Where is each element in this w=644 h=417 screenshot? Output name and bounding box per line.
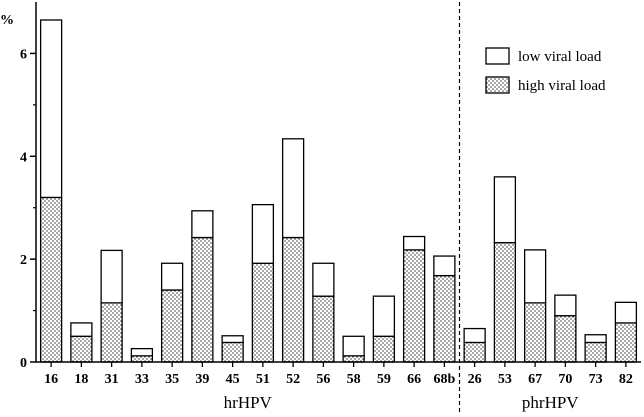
x-tick-label-68b: 68b bbox=[433, 372, 455, 387]
bar-68b-low-viral-load bbox=[433, 255, 456, 277]
bar-82-low-viral-load bbox=[614, 301, 638, 324]
bar-16-high-viral-load bbox=[39, 196, 63, 363]
bar-59-low-viral-load bbox=[372, 295, 396, 337]
x-tick-label-73: 73 bbox=[589, 372, 603, 387]
x-tick-label-53: 53 bbox=[498, 372, 512, 387]
bar-35-low-viral-load bbox=[160, 262, 184, 291]
bar-35-high-viral-load bbox=[160, 289, 184, 363]
bar-70-high-viral-load bbox=[554, 315, 577, 363]
bar-52-low-viral-load bbox=[281, 138, 305, 239]
bar-58-low-viral-load bbox=[342, 335, 365, 357]
bar-31-low-viral-load bbox=[100, 249, 123, 304]
bar-67-high-viral-load bbox=[523, 302, 547, 363]
bar-31-high-viral-load bbox=[100, 302, 123, 363]
x-tick-label-58: 58 bbox=[347, 372, 361, 387]
bar-70-low-viral-load bbox=[554, 294, 577, 317]
x-tick-label-45: 45 bbox=[226, 372, 240, 387]
group-label-hrhpv: hrHPV bbox=[224, 393, 273, 412]
bar-66-low-viral-load bbox=[402, 235, 426, 251]
bar-73-high-viral-load bbox=[584, 341, 607, 363]
bar-45-high-viral-load bbox=[221, 341, 244, 363]
bar-51-low-viral-load bbox=[251, 203, 275, 264]
legend-swatch-high-viral-load bbox=[485, 76, 510, 94]
bar-67-low-viral-load bbox=[523, 249, 547, 304]
group-label-phrhpv: phrHPV bbox=[522, 393, 579, 412]
bar-16-low-viral-load bbox=[39, 19, 63, 199]
x-tick-label-33: 33 bbox=[135, 372, 149, 387]
y-tick-label: 0 bbox=[20, 356, 27, 371]
legend: low viral load high viral load bbox=[485, 47, 606, 94]
bar-52-high-viral-load bbox=[281, 236, 305, 363]
bar-26-high-viral-load bbox=[463, 341, 486, 363]
x-tick-label-70: 70 bbox=[558, 372, 572, 387]
x-tick-label-59: 59 bbox=[377, 372, 391, 387]
y-tick-label: 6 bbox=[20, 47, 27, 62]
bar-82-high-viral-load bbox=[614, 322, 638, 363]
x-tick-label-18: 18 bbox=[74, 372, 88, 387]
x-tick-label-67: 67 bbox=[528, 372, 542, 387]
bar-26-low-viral-load bbox=[463, 327, 486, 344]
bar-39-high-viral-load bbox=[191, 236, 214, 363]
bar-33-high-viral-load bbox=[130, 355, 154, 363]
x-tick-label-51: 51 bbox=[256, 372, 270, 387]
bar-33-low-viral-load bbox=[130, 347, 154, 357]
x-tick-label-82: 82 bbox=[619, 372, 633, 387]
bar-18-high-viral-load bbox=[70, 335, 93, 363]
x-tick-label-31: 31 bbox=[105, 372, 119, 387]
bar-39-low-viral-load bbox=[191, 210, 214, 239]
legend-label-high-viral-load: high viral load bbox=[518, 78, 606, 94]
bar-53-low-viral-load bbox=[493, 176, 517, 244]
x-tick-label-66: 66 bbox=[407, 372, 421, 387]
bar-18-low-viral-load bbox=[70, 322, 93, 337]
y-axis: 0 2 4 6 bbox=[20, 2, 37, 371]
legend-swatch-low-viral-load bbox=[485, 47, 510, 65]
group-labels: hrHPV phrHPV bbox=[224, 393, 580, 412]
bar-56-high-viral-load bbox=[312, 295, 335, 363]
bar-68b-high-viral-load bbox=[433, 274, 456, 363]
x-axis: 16 18 31 33 35 39 45 51 52 56 58 59 66 68b 26 53 67 70 73 8… bbox=[36, 2, 641, 414]
y-axis-unit-label: % bbox=[0, 13, 14, 28]
bar-53-high-viral-load bbox=[493, 242, 517, 363]
x-tick-label-52: 52 bbox=[286, 372, 300, 387]
bar-45-low-viral-load bbox=[221, 335, 244, 344]
x-tick-label-39: 39 bbox=[195, 372, 209, 387]
bar-59-high-viral-load bbox=[372, 335, 396, 363]
bar-66-high-viral-load bbox=[402, 249, 426, 363]
bar-58-high-viral-load bbox=[342, 355, 365, 363]
x-tick-label-35: 35 bbox=[165, 372, 179, 387]
legend-label-low-viral-load: low viral load bbox=[518, 49, 602, 65]
x-tick-label-16: 16 bbox=[44, 372, 58, 387]
y-tick-label: 4 bbox=[20, 150, 27, 165]
bar-73-low-viral-load bbox=[584, 334, 607, 344]
x-tick-label-26: 26 bbox=[468, 372, 482, 387]
bar-56-low-viral-load bbox=[312, 262, 335, 297]
x-tick-label-56: 56 bbox=[316, 372, 330, 387]
y-tick-label: 2 bbox=[20, 253, 27, 268]
bars-layer bbox=[39, 19, 638, 363]
bar-51-high-viral-load bbox=[251, 262, 275, 363]
